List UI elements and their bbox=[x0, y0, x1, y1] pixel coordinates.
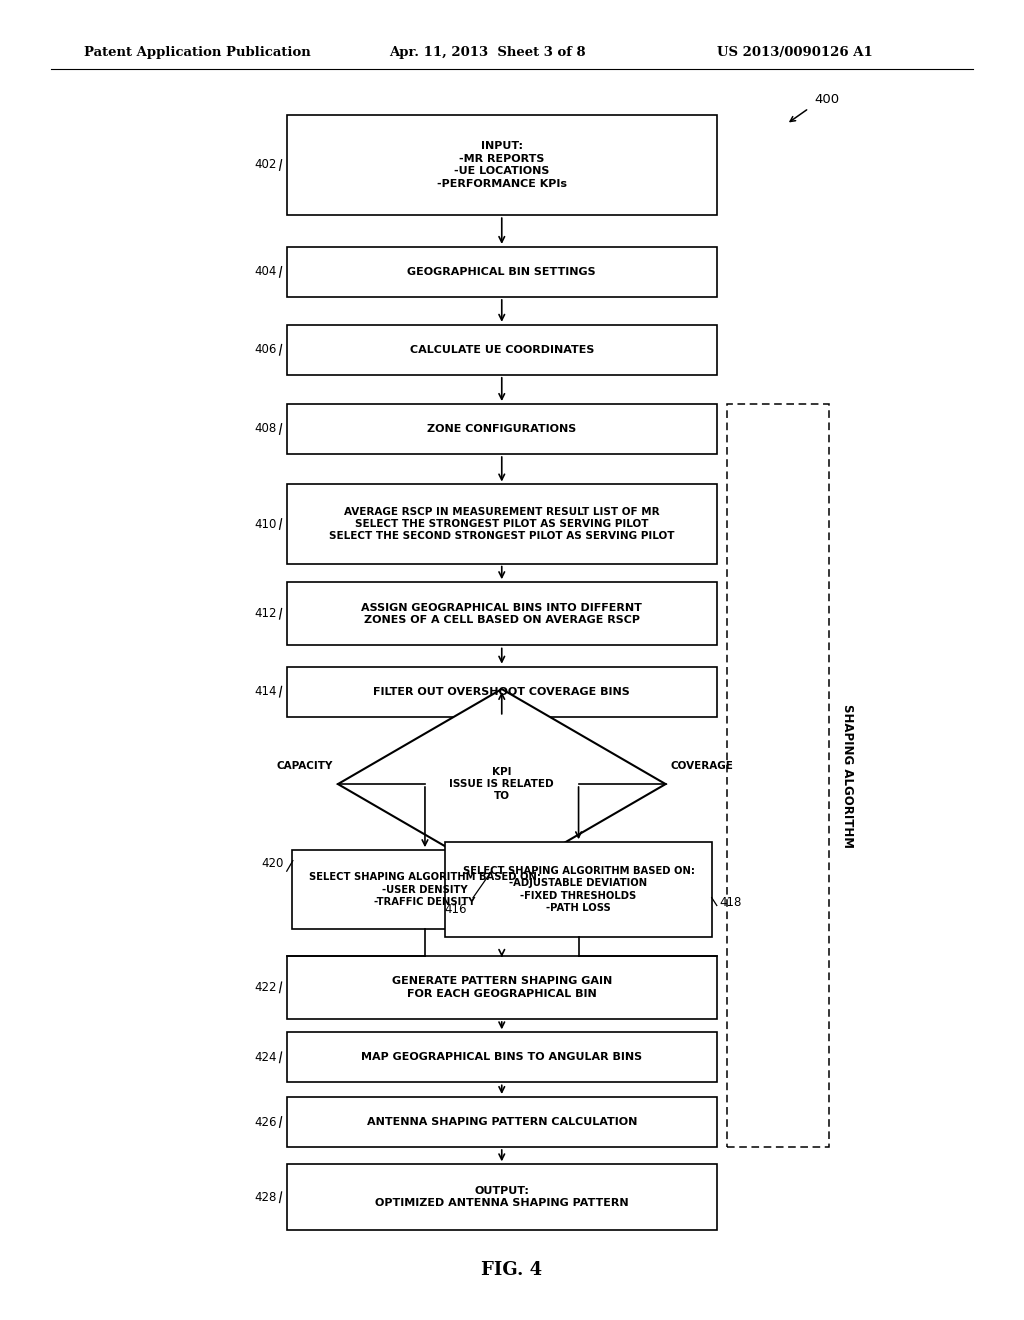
Bar bbox=[445, 842, 712, 937]
Bar bbox=[287, 484, 717, 564]
Text: FIG. 4: FIG. 4 bbox=[481, 1261, 543, 1279]
Text: 422: 422 bbox=[254, 981, 276, 994]
Text: 408: 408 bbox=[254, 422, 276, 436]
Bar bbox=[287, 582, 717, 645]
Text: 424: 424 bbox=[254, 1051, 276, 1064]
Bar bbox=[287, 247, 717, 297]
Bar bbox=[287, 115, 717, 215]
Text: Apr. 11, 2013  Sheet 3 of 8: Apr. 11, 2013 Sheet 3 of 8 bbox=[389, 46, 586, 59]
Text: 420: 420 bbox=[261, 857, 284, 870]
Bar bbox=[287, 956, 717, 1019]
Bar bbox=[727, 404, 829, 1147]
Text: CAPACITY: CAPACITY bbox=[276, 760, 333, 771]
Text: US 2013/0090126 A1: US 2013/0090126 A1 bbox=[717, 46, 872, 59]
Text: ASSIGN GEOGRAPHICAL BINS INTO DIFFERNT
ZONES OF A CELL BASED ON AVERAGE RSCP: ASSIGN GEOGRAPHICAL BINS INTO DIFFERNT Z… bbox=[361, 603, 642, 624]
Text: 404: 404 bbox=[254, 265, 276, 279]
Text: 428: 428 bbox=[254, 1191, 276, 1204]
Bar bbox=[287, 404, 717, 454]
Text: 402: 402 bbox=[254, 158, 276, 172]
Text: 418: 418 bbox=[720, 896, 742, 909]
Text: COVERAGE: COVERAGE bbox=[671, 760, 733, 771]
Text: CALCULATE UE COORDINATES: CALCULATE UE COORDINATES bbox=[410, 345, 594, 355]
Bar bbox=[287, 325, 717, 375]
Bar bbox=[287, 667, 717, 717]
Text: MAP GEOGRAPHICAL BINS TO ANGULAR BINS: MAP GEOGRAPHICAL BINS TO ANGULAR BINS bbox=[361, 1052, 642, 1063]
Text: 416: 416 bbox=[444, 903, 467, 916]
Text: ZONE CONFIGURATIONS: ZONE CONFIGURATIONS bbox=[427, 424, 577, 434]
Text: OUTPUT:
OPTIMIZED ANTENNA SHAPING PATTERN: OUTPUT: OPTIMIZED ANTENNA SHAPING PATTER… bbox=[375, 1187, 629, 1208]
Text: 400: 400 bbox=[814, 92, 840, 106]
Bar bbox=[287, 1164, 717, 1230]
Text: 414: 414 bbox=[254, 685, 276, 698]
Bar bbox=[287, 1097, 717, 1147]
Text: INPUT:
-MR REPORTS
-UE LOCATIONS
-PERFORMANCE KPIs: INPUT: -MR REPORTS -UE LOCATIONS -PERFOR… bbox=[437, 141, 566, 189]
Text: FILTER OUT OVERSHOOT COVERAGE BINS: FILTER OUT OVERSHOOT COVERAGE BINS bbox=[374, 686, 630, 697]
Text: SELECT SHAPING ALGORITHM BASED ON:
-USER DENSITY
-TRAFFIC DENSITY: SELECT SHAPING ALGORITHM BASED ON: -USER… bbox=[309, 873, 541, 907]
Bar bbox=[292, 850, 558, 929]
Text: 406: 406 bbox=[254, 343, 276, 356]
Text: SELECT SHAPING ALGORITHM BASED ON:
-ADJUSTABLE DEVIATION
-FIXED THRESHOLDS
-PATH: SELECT SHAPING ALGORITHM BASED ON: -ADJU… bbox=[463, 866, 694, 913]
Text: ANTENNA SHAPING PATTERN CALCULATION: ANTENNA SHAPING PATTERN CALCULATION bbox=[367, 1117, 637, 1127]
Text: 412: 412 bbox=[254, 607, 276, 620]
Text: SHAPING ALGORITHM: SHAPING ALGORITHM bbox=[842, 704, 854, 847]
Text: KPI
ISSUE IS RELATED
TO: KPI ISSUE IS RELATED TO bbox=[450, 767, 554, 801]
Text: 426: 426 bbox=[254, 1115, 276, 1129]
Polygon shape bbox=[338, 689, 666, 879]
Text: Patent Application Publication: Patent Application Publication bbox=[84, 46, 310, 59]
Text: 410: 410 bbox=[254, 517, 276, 531]
Text: GEOGRAPHICAL BIN SETTINGS: GEOGRAPHICAL BIN SETTINGS bbox=[408, 267, 596, 277]
Text: AVERAGE RSCP IN MEASUREMENT RESULT LIST OF MR
SELECT THE STRONGEST PILOT AS SERV: AVERAGE RSCP IN MEASUREMENT RESULT LIST … bbox=[329, 507, 675, 541]
Bar bbox=[287, 1032, 717, 1082]
Text: GENERATE PATTERN SHAPING GAIN
FOR EACH GEOGRAPHICAL BIN: GENERATE PATTERN SHAPING GAIN FOR EACH G… bbox=[391, 977, 612, 998]
